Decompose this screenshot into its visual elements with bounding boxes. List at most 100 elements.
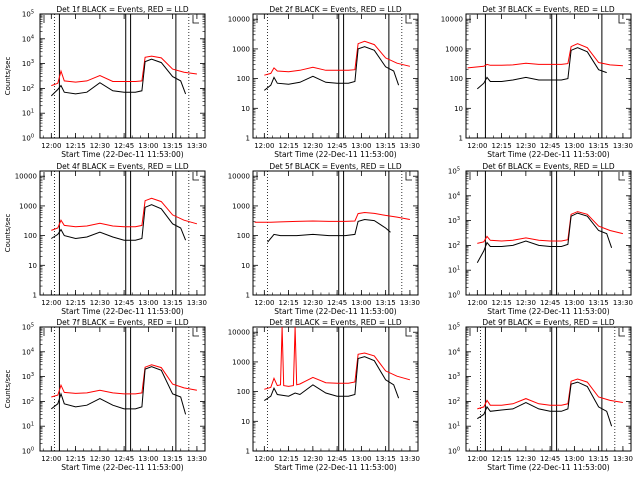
y-tick-label: 1: [459, 135, 463, 143]
chart-title: Det 3f BLACK = Events, RED = LLD: [482, 5, 615, 14]
x-tick-label: 12:15: [491, 142, 511, 150]
x-tick-label: 12:00: [41, 299, 61, 307]
x-tick-label: 12:15: [491, 455, 511, 463]
y-tick-label: 1000: [19, 202, 37, 210]
x-tick-label: 13:30: [187, 455, 207, 463]
y-axis-label: Counts/sec: [4, 214, 12, 253]
y-tick-label: 104: [22, 34, 34, 43]
y-tick-label: 10: [241, 418, 250, 426]
series-lld-line: [51, 364, 197, 398]
x-tick-label: 12:30: [90, 299, 110, 307]
y-tick-label: 100: [22, 134, 34, 143]
x-tick-label: 12:30: [516, 299, 536, 307]
y-tick-label: 103: [448, 372, 460, 381]
x-tick-label: 12:45: [540, 455, 560, 463]
x-tick-label: 13:15: [376, 455, 396, 463]
panel-5: Det 5f BLACK = Events, RED = LLD 1 10 100 10…: [228, 162, 420, 316]
y-tick-label: 100: [24, 232, 37, 240]
series-events-line: [476, 212, 613, 263]
y-tick-label: 1: [246, 292, 250, 300]
series-lld-line: [51, 55, 197, 87]
y-tick-label: 104: [448, 347, 460, 356]
y-tick-label: 104: [22, 347, 34, 356]
y-tick-label: 105: [22, 10, 34, 19]
end-bracket-icon: [192, 15, 199, 24]
chart-title: Det 1f BLACK = Events, RED = LLD: [56, 5, 189, 14]
x-tick-label: 12:00: [467, 455, 487, 463]
end-bracket-icon: [192, 328, 199, 337]
chart-title: Det 7f BLACK = Events, RED = LLD: [56, 318, 189, 327]
x-tick-label: 12:30: [516, 455, 536, 463]
series-events-line: [50, 366, 187, 415]
plot-frame: [39, 326, 206, 452]
x-tick-label: 12:45: [327, 299, 347, 307]
x-tick-label: 12:15: [65, 455, 85, 463]
series-events-line: [267, 218, 391, 243]
y-tick-label: 101: [448, 422, 460, 431]
x-tick-label: 12:00: [41, 142, 61, 150]
x-tick-label: 12:30: [516, 142, 536, 150]
series-lld-line: [51, 197, 198, 231]
x-tick-label: 13:15: [163, 455, 183, 463]
panel-8: Det 8f BLACK = Events, RED = LLD 1 10 100 10…: [228, 318, 420, 472]
y-tick-label: 1000: [232, 358, 250, 366]
series-events-line: [263, 46, 400, 91]
y-tick-label: 102: [22, 397, 34, 406]
x-tick-label: 13:15: [376, 299, 396, 307]
series-lld-line: [264, 327, 411, 390]
y-tick-label: 10: [241, 105, 250, 113]
y-tick-label: 1000: [232, 45, 250, 53]
x-tick-label: 13:00: [138, 455, 158, 463]
x-tick-label: 13:15: [376, 142, 396, 150]
series-lld-line: [264, 40, 411, 76]
x-tick-label: 12:45: [114, 299, 134, 307]
y-tick-label: 100: [448, 447, 460, 456]
x-tick-label: 13:00: [564, 455, 584, 463]
x-tick-label: 13:30: [613, 142, 633, 150]
x-axis-label: Start Time (22-Dec-11 11:53:00): [274, 150, 396, 159]
x-axis-label: Start Time (22-Dec-11 11:53:00): [61, 150, 183, 159]
y-tick-label: 1: [33, 292, 37, 300]
plot-frame: [39, 170, 206, 296]
x-axis-label: Start Time (22-Dec-11 11:53:00): [61, 307, 183, 316]
series-events-line: [51, 204, 187, 241]
panel-9: Det 9f BLACK = Events, RED = LLD 100 101 10…: [448, 318, 633, 472]
x-tick-label: 12:30: [90, 142, 110, 150]
x-tick-label: 13:15: [163, 299, 183, 307]
y-tick-label: 100: [237, 232, 250, 240]
x-tick-label: 12:00: [467, 299, 487, 307]
y-tick-label: 10: [454, 105, 463, 113]
end-bracket-icon: [618, 172, 625, 181]
x-tick-label: 13:30: [613, 455, 633, 463]
y-tick-label: 10: [28, 262, 37, 270]
y-tick-label: 10000: [228, 329, 250, 337]
y-tick-label: 100: [237, 75, 250, 83]
plot-frame: [465, 170, 632, 296]
x-tick-label: 13:00: [351, 455, 371, 463]
x-tick-label: 12:45: [327, 142, 347, 150]
x-tick-label: 12:00: [467, 142, 487, 150]
chart-title: Det 9f BLACK = Events, RED = LLD: [482, 318, 615, 327]
y-tick-label: 1000: [232, 202, 250, 210]
chart-title: Det 8f BLACK = Events, RED = LLD: [269, 318, 402, 327]
end-bracket-icon: [618, 328, 625, 337]
y-tick-label: 10000: [228, 173, 250, 181]
y-tick-label: 103: [22, 372, 34, 381]
x-tick-label: 12:15: [278, 455, 298, 463]
x-tick-label: 13:15: [589, 142, 609, 150]
x-tick-label: 12:15: [65, 299, 85, 307]
x-tick-label: 13:00: [138, 142, 158, 150]
end-bracket-icon: [405, 328, 412, 337]
y-tick-label: 102: [448, 241, 460, 250]
x-tick-label: 13:30: [613, 299, 633, 307]
x-tick-label: 12:15: [65, 142, 85, 150]
chart-title: Det 5f BLACK = Events, RED = LLD: [269, 162, 402, 171]
y-tick-label: 103: [448, 216, 460, 225]
y-tick-label: 101: [22, 422, 34, 431]
chart-title: Det 2f BLACK = Events, RED = LLD: [269, 5, 402, 14]
y-tick-label: 105: [22, 323, 34, 332]
x-tick-label: 12:15: [491, 299, 511, 307]
x-tick-label: 12:15: [278, 142, 298, 150]
plot-frame: [252, 326, 419, 452]
